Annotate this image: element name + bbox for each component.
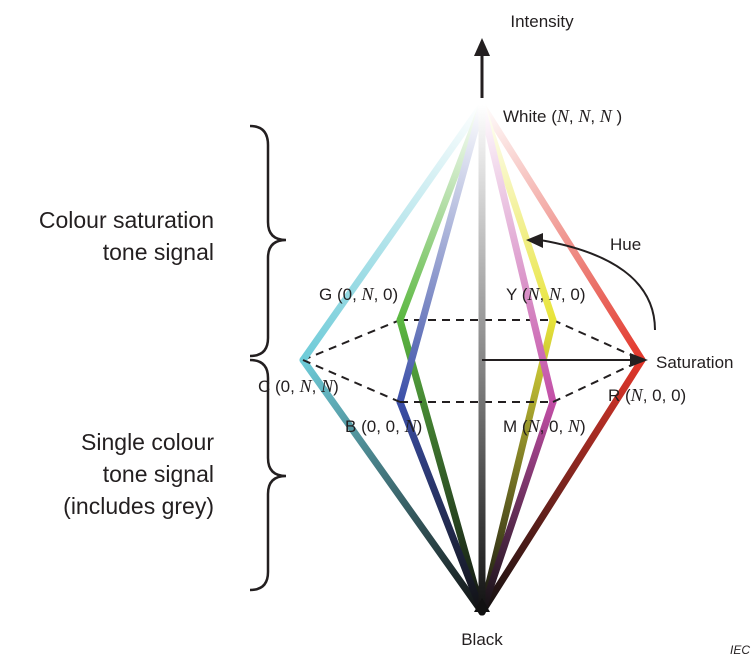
hexagon-front-edges [302,359,643,403]
saturation-label: Saturation [656,353,734,372]
hexagon-rear-edges [302,319,643,361]
edge-green-black [396,316,486,616]
yellow-label: Y (N, N, 0) [506,284,586,304]
cone-edges [299,101,646,616]
edge-white-green [396,101,486,324]
intensity-label: Intensity [510,12,574,31]
intensity-arrow-head [474,38,490,56]
lower-bracket-label-line2: tone signal [103,461,214,487]
bracket-upper [249,124,287,358]
magenta-label: M (N, 0, N) [503,416,586,436]
blue-label: B (0, 0, N) [345,416,422,436]
edge-cyan-green [302,319,401,361]
edge-yellow-red [552,319,643,361]
edge-blue-black [396,398,486,616]
hue-arrow-head [526,233,543,248]
white-label: White (N, N, N ) [503,106,622,126]
black-apex [474,598,490,612]
saturation-arrow-head [630,353,648,367]
hue-arrow [539,239,656,331]
edge-white-red [478,101,646,364]
edge-red-black [478,356,646,616]
edge-cyan-black [299,356,486,616]
edge-cyan-blue [302,359,401,403]
upper-bracket-label-line1: Colour saturation [39,207,214,233]
edge-white-magenta [478,101,557,406]
lower-bracket-label-line1: Single colour [81,429,214,455]
lower-bracket-label-line3: (includes grey) [63,493,214,519]
hue-label: Hue [610,235,641,254]
edge-magenta-black [478,398,557,616]
edge-white-blue [396,101,486,406]
iec-source-label: IEC [730,643,750,657]
edge-yellow-black [478,316,557,616]
upper-bracket-label-line2: tone signal [103,239,214,265]
red-label: R (N, 0, 0) [608,385,686,405]
edge-magenta-red [552,359,643,403]
bracket-lower [249,358,287,592]
green-label: G (0, N, 0) [319,284,398,304]
edge-white-cyan [299,101,486,364]
cyan-label: C (0, N, N) [258,376,339,396]
black-label: Black [461,630,503,649]
